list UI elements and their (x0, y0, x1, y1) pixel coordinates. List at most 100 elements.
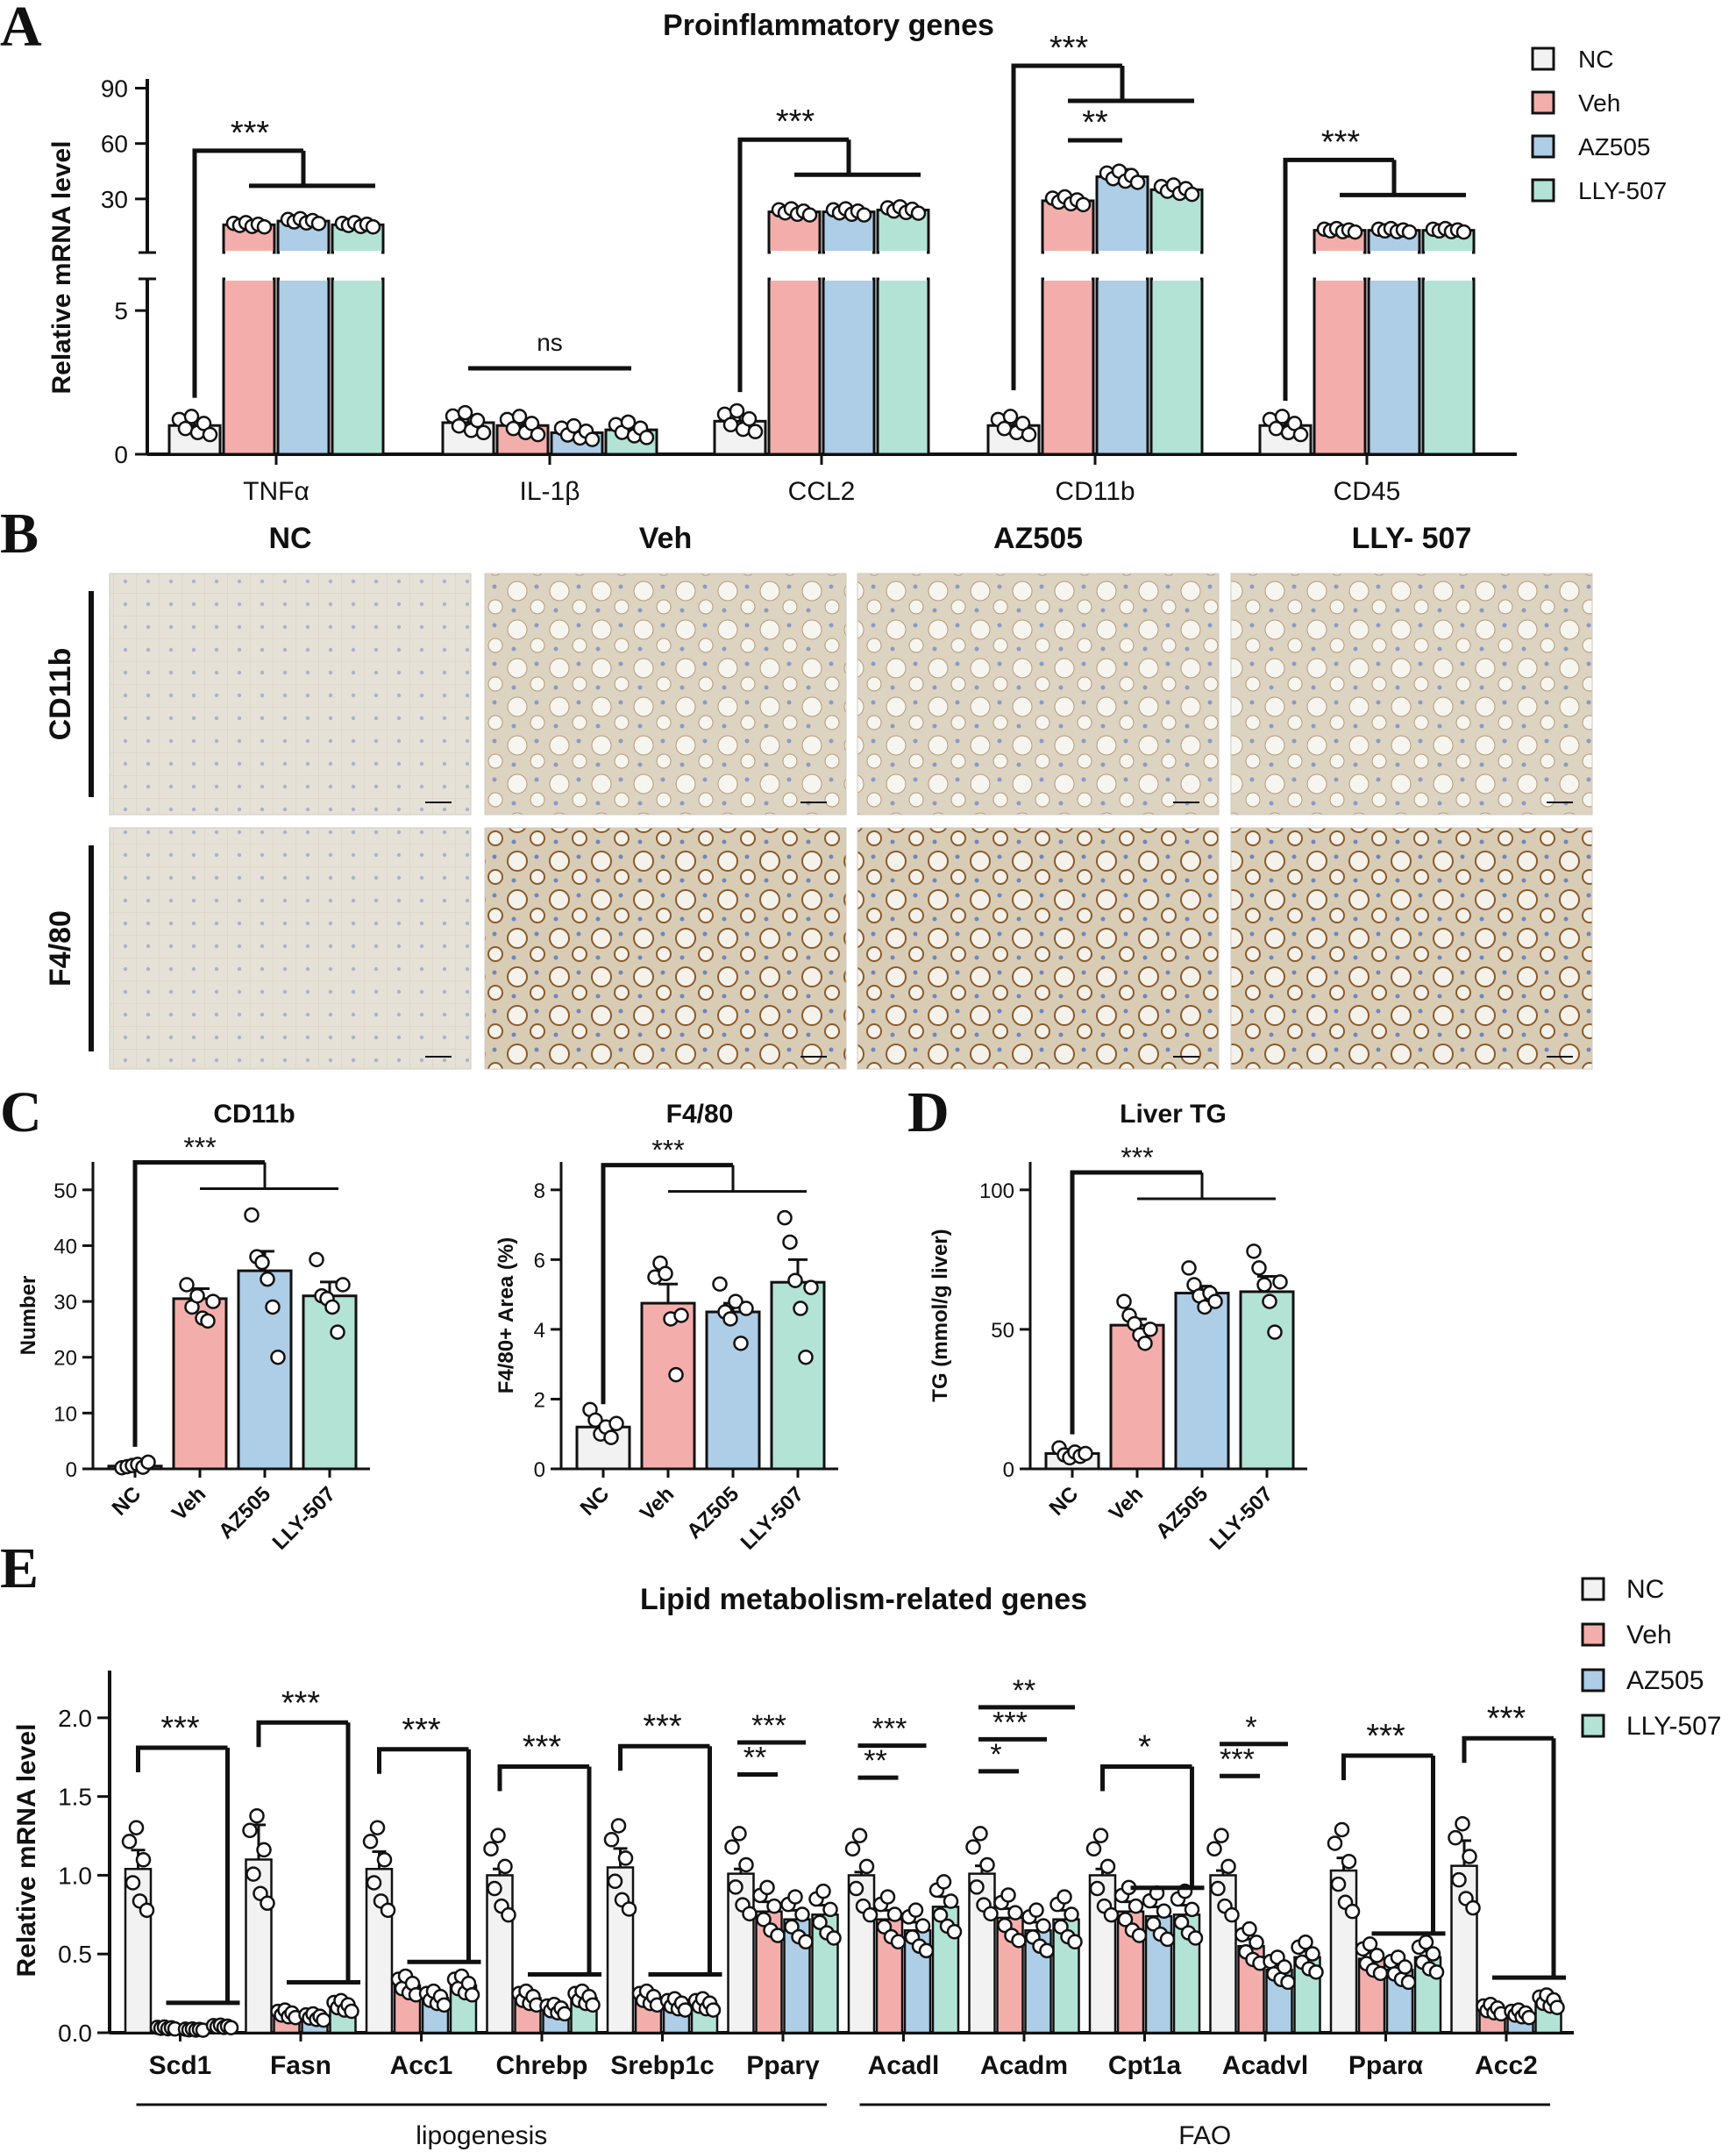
micrograph-image (484, 573, 847, 816)
chart-e-point (1064, 1906, 1079, 1922)
chart-e-point (617, 1850, 634, 1866)
chart-c2-point (733, 1336, 749, 1351)
panel-b: NC Veh AZ505 LLY- 507 CD11b F4/80 (44, 522, 1593, 1070)
panel-a: Proinflammatory genes Relative mRNA level… (47, 9, 1667, 506)
chart-e-point (1341, 1853, 1357, 1870)
chart-a-bar-break-gap (1099, 251, 1146, 281)
chart-a-title: Proinflammatory genes (663, 9, 994, 42)
chart-e-point (756, 1912, 772, 1928)
chart-e-point (794, 1906, 810, 1922)
chart-e-point (844, 1841, 861, 1857)
chart-e-y-tick-label: 0.0 (58, 2020, 92, 2047)
panel-b-row-label: CD11b (44, 648, 77, 741)
chart-a-point (451, 417, 467, 434)
chart-e-point (362, 1834, 379, 1849)
chart-a-point (729, 403, 745, 419)
chart-e-x-tick-label: Scd1 (149, 2051, 212, 2080)
chart-a-significance-label: *** (1321, 124, 1361, 160)
chart-a-bar (1095, 277, 1149, 456)
chart-c1-title: CD11b (213, 1100, 295, 1129)
chart-d-y-tick-label: 100 (979, 1179, 1014, 1203)
chart-e-point (1330, 1876, 1347, 1892)
chart-e-bar (365, 1868, 394, 2034)
chart-e-point (607, 1873, 623, 1890)
chart-e-x-tick-label: Cpt1a (1108, 2051, 1182, 2080)
chart-e-significance-label: *** (523, 1729, 562, 1766)
chart-a-point (638, 430, 655, 445)
chart-e-significance-label: *** (643, 1708, 682, 1745)
chart-e-point (1305, 1946, 1320, 1962)
chart-e-significance-label: *** (160, 1710, 200, 1747)
chart-e-bar (606, 1866, 635, 2034)
chart-a-bracket (737, 137, 849, 393)
chart-c1-point (179, 1277, 195, 1293)
chart-c2-x-tick-label: Veh (636, 1482, 679, 1525)
chart-a-point (1455, 224, 1472, 240)
chart-e-point (497, 1858, 513, 1875)
chart-a-point (310, 216, 327, 232)
chart-e-point (858, 1858, 875, 1875)
chart-c1-y-tick-label: 40 (53, 1235, 77, 1258)
chart-a-significance-label: *** (231, 115, 270, 152)
chart-e-point (1184, 1901, 1200, 1918)
chart-d-title: Liver TG (1120, 1100, 1227, 1129)
chart-a-point (1347, 224, 1363, 240)
panel-d-liver-tg: Liver TG TG (mmol/g liver) 0 50 100 NC Veh AZ50… (928, 1100, 1307, 1555)
chart-d-point (1246, 1243, 1262, 1259)
chart-e-group-label: FAO (1178, 2121, 1231, 2150)
chart-e-point (316, 2012, 331, 2028)
chart-e-point (943, 1893, 959, 1909)
chart-e-point (1549, 1999, 1565, 2015)
chart-e-point (1085, 1841, 1102, 1857)
chart-a-point (910, 205, 927, 221)
chart-c2-y-tick-label: 8 (534, 1179, 545, 1203)
chart-e-point (1280, 1974, 1296, 1991)
chart-e-point (1451, 1871, 1467, 1888)
chart-a-significance-label: ** (1082, 104, 1108, 141)
chart-d-point (1078, 1445, 1093, 1462)
chart-a-point (1274, 409, 1291, 424)
chart-a-ylabel: Relative mRNA level (47, 140, 76, 394)
chart-e-point (610, 1818, 627, 1834)
chart-e-legend-label: AZ505 (1626, 1666, 1704, 1695)
chart-c2-point (787, 1272, 803, 1288)
chart-c1-y-tick-label: 50 (53, 1179, 77, 1203)
chart-a-point (457, 404, 473, 421)
chart-e-point (812, 1914, 828, 1930)
chart-e-point (822, 1901, 838, 1918)
chart-a-bar (1313, 277, 1367, 456)
chart-e-bracket (1100, 1764, 1192, 1792)
chart-e-point (464, 1987, 480, 2003)
chart-c2-significance-label: *** (651, 1135, 684, 1166)
chart-d-point (1262, 1293, 1277, 1309)
chart-e-point (1057, 1889, 1072, 1905)
chart-d-point (1207, 1293, 1223, 1309)
chart-d-significance-label: *** (1121, 1142, 1153, 1173)
chart-a-bar (1149, 277, 1204, 456)
chart-e-point (1035, 1918, 1051, 1934)
chart-e-point (121, 1834, 138, 1849)
chart-e-significance-label: *** (751, 1709, 786, 1742)
chart-c2-bracket (601, 1163, 733, 1405)
chart-e-legend-label: LLY-507 (1626, 1712, 1721, 1741)
chart-c1-point (260, 1271, 275, 1287)
chart-c2-point (587, 1412, 603, 1429)
chart-e-significance-label: *** (872, 1713, 907, 1746)
chart-c2-ylabel: F4/80+ Area (%) (494, 1237, 518, 1394)
panel-letter-b: B (0, 502, 39, 566)
micrograph-image (1230, 827, 1593, 1070)
chart-a-bar-break-gap (879, 251, 927, 281)
chart-c2-y-tick-label: 6 (534, 1249, 545, 1272)
chart-c1-x-tick-label: Veh (167, 1482, 210, 1525)
chart-e-legend-swatch (1581, 1622, 1605, 1647)
micrograph-image (857, 573, 1220, 816)
micrograph-image (109, 827, 472, 1070)
chart-d-bar (1174, 1292, 1230, 1471)
chart-e-point (1344, 1903, 1361, 1920)
chart-c1-point (189, 1287, 205, 1304)
chart-e-point (918, 1942, 935, 1959)
chart-d-ylabel: TG (mmol/g liver) (928, 1229, 952, 1401)
chart-e-point (260, 1895, 275, 1912)
chart-e-bracket (256, 1720, 348, 1748)
chart-a-point (1002, 409, 1019, 424)
